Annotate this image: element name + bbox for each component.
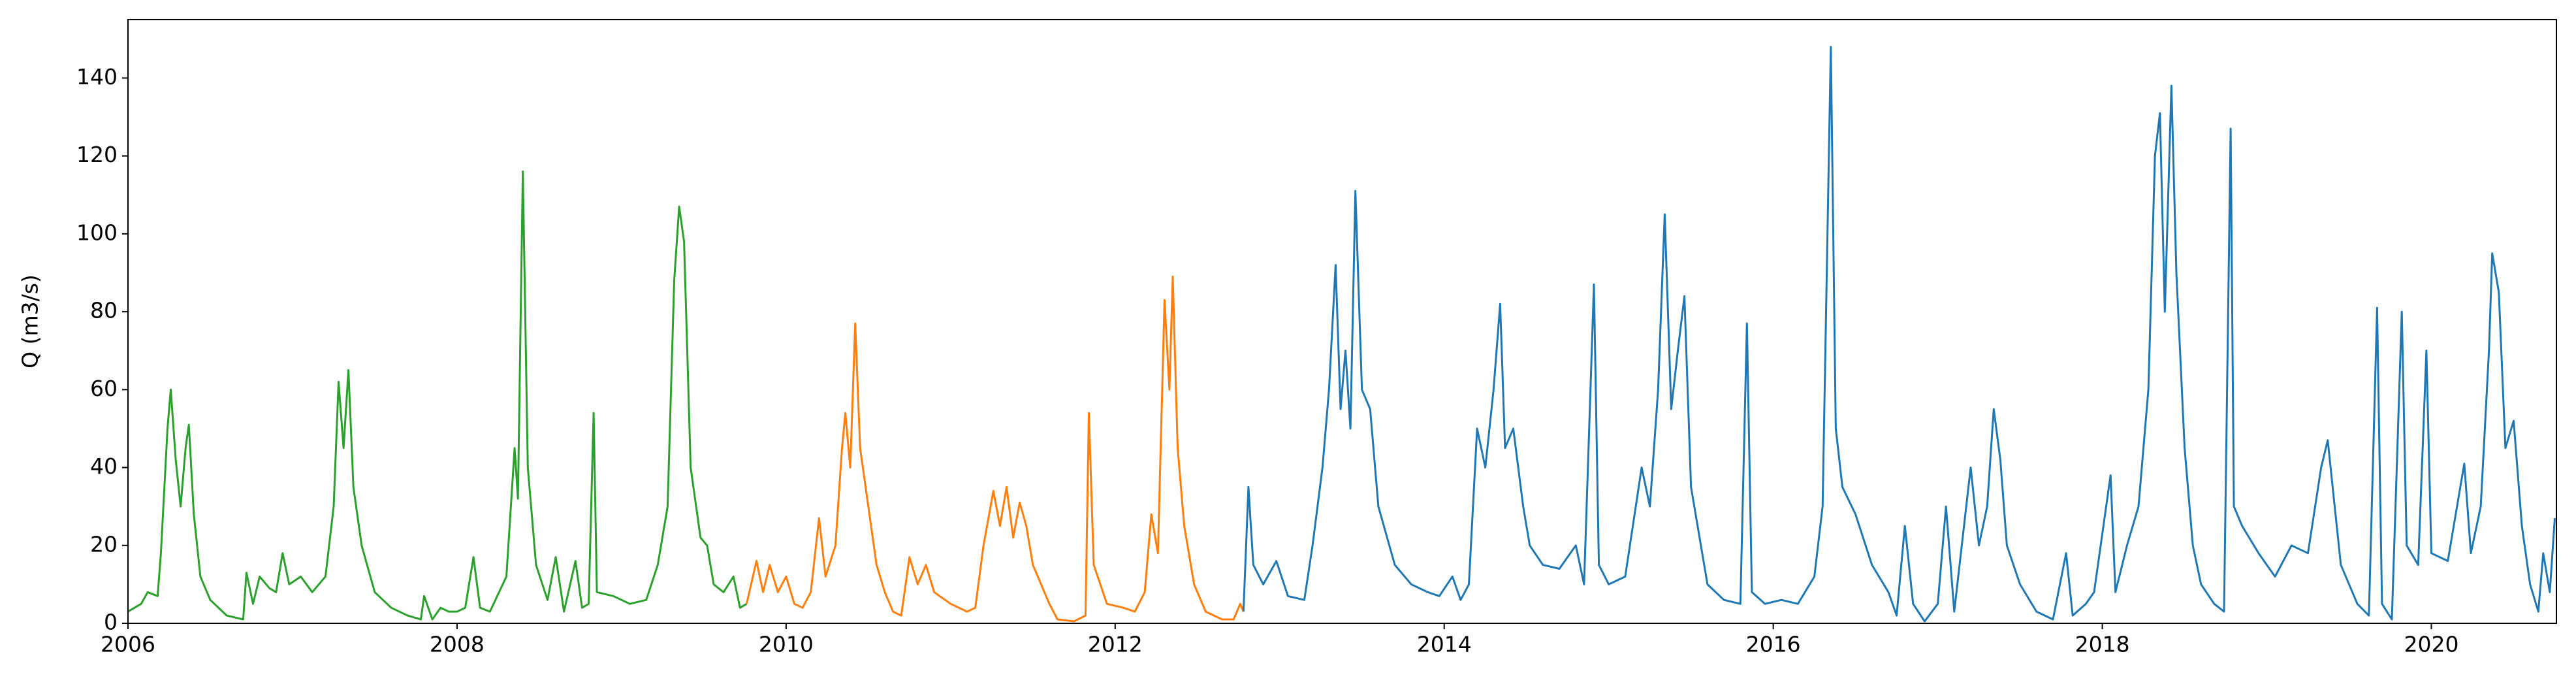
y-tick-label: 100 — [76, 220, 118, 245]
x-tick-label: 2014 — [1417, 632, 1472, 657]
y-tick-label: 20 — [90, 531, 118, 557]
y-tick-label: 120 — [76, 142, 118, 167]
y-tick-label: 60 — [90, 376, 118, 401]
y-tick-label: 80 — [90, 298, 118, 323]
plot-frame — [127, 19, 2557, 624]
x-tick-label: 2018 — [2075, 632, 2130, 657]
x-tick-label: 2008 — [430, 632, 485, 657]
y-axis-label: Q (m3/s) — [18, 274, 43, 369]
x-tick-label: 2020 — [2404, 632, 2459, 657]
x-tick-label: 2010 — [759, 632, 814, 657]
x-tick-label: 2006 — [101, 632, 155, 657]
series-line — [1242, 46, 2556, 623]
y-tick-label: 0 — [104, 610, 118, 635]
series-line — [127, 171, 748, 621]
y-tick-label: 40 — [90, 453, 118, 479]
series-line — [745, 275, 1245, 623]
y-tick-label: 140 — [76, 64, 118, 90]
x-tick-label: 2016 — [1746, 632, 1801, 657]
x-tick-label: 2012 — [1088, 632, 1143, 657]
